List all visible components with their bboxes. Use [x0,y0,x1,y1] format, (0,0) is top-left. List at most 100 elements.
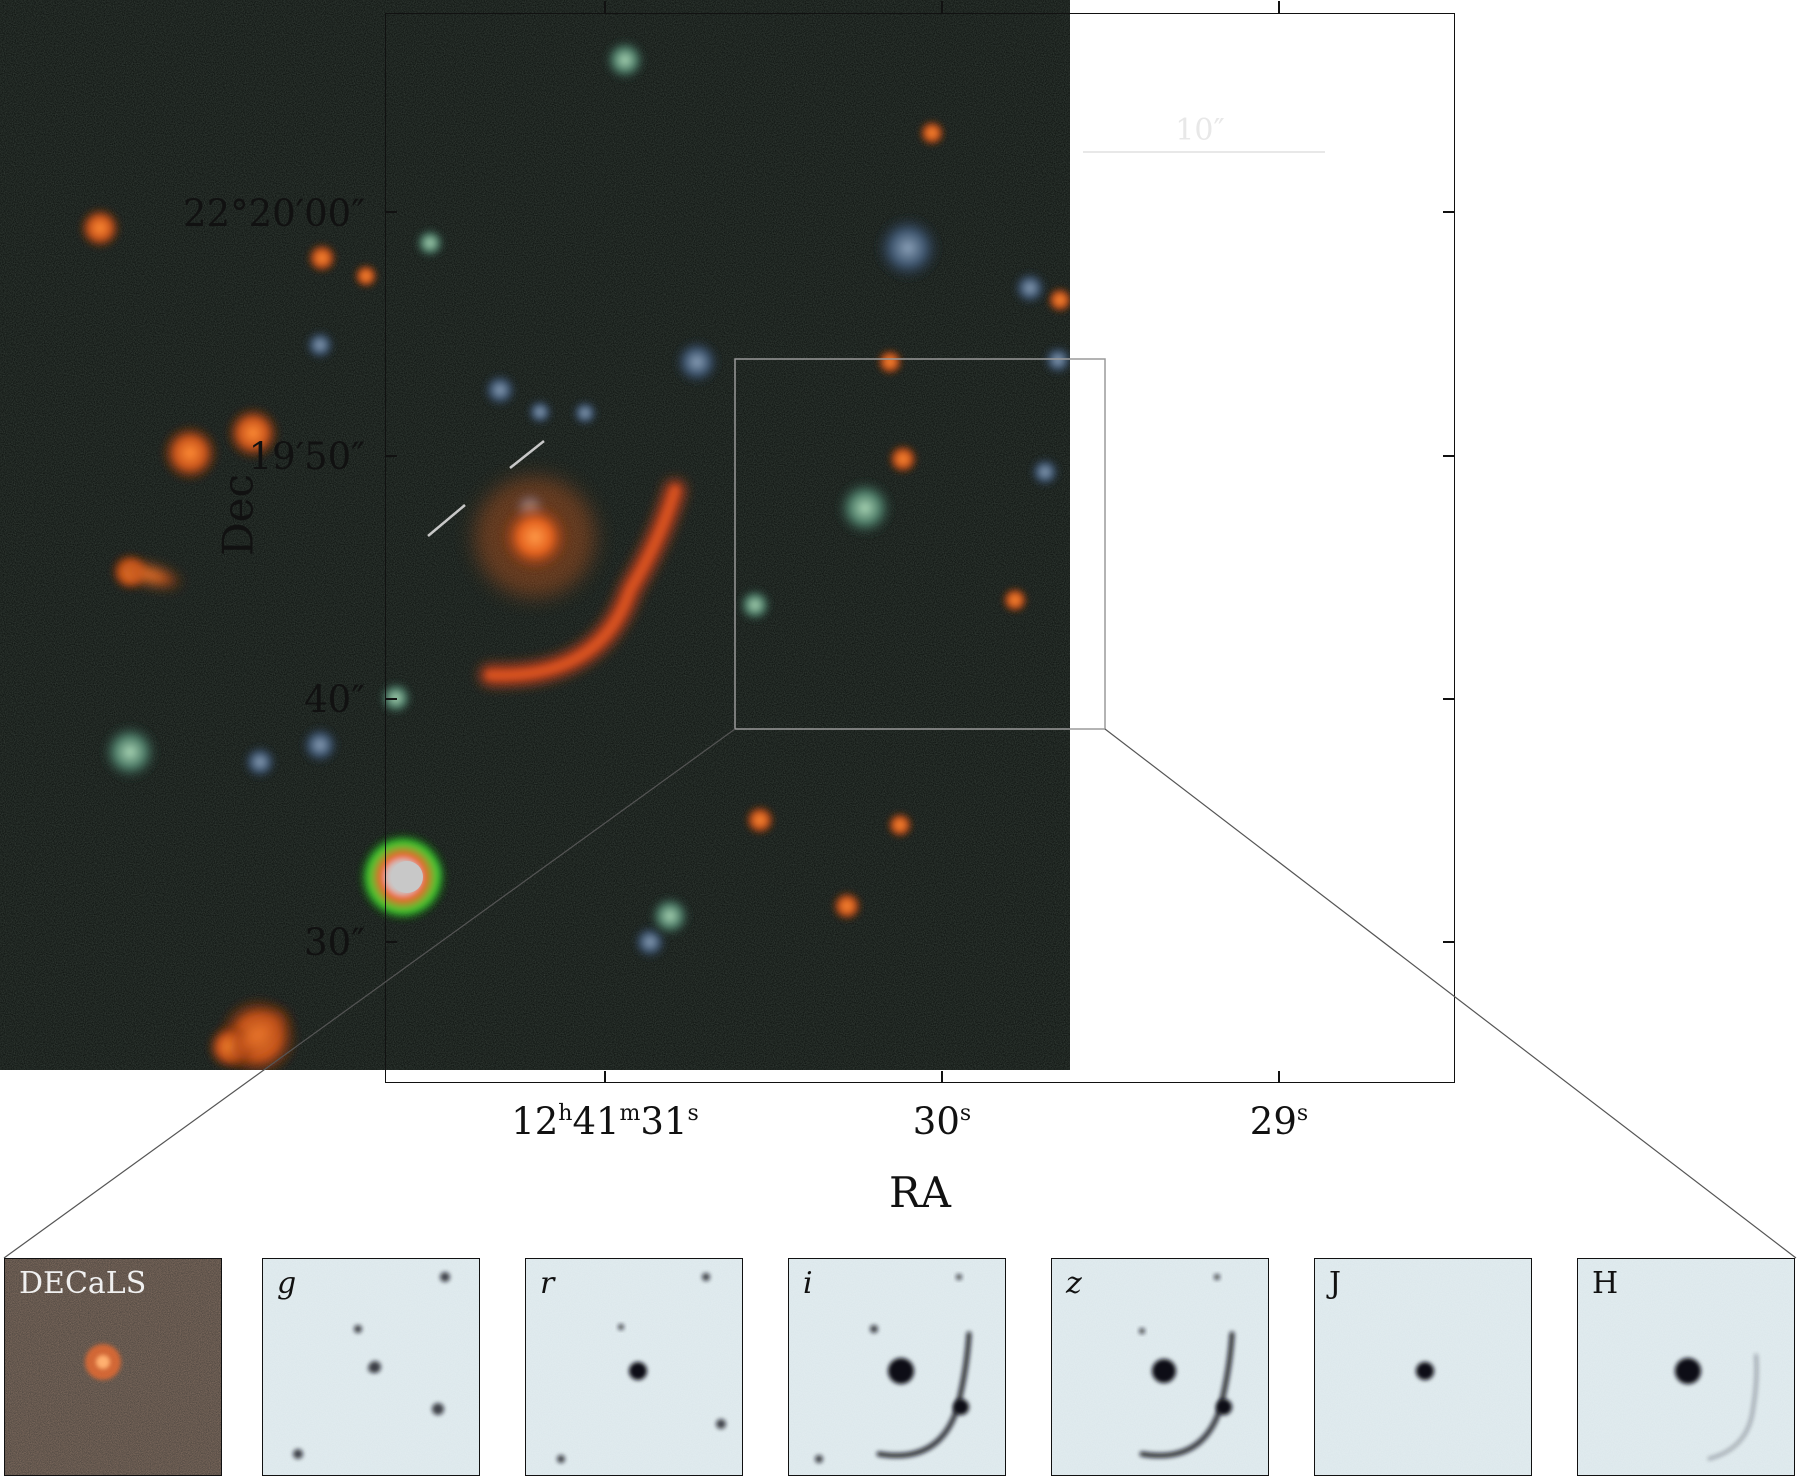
background-source [918,119,946,147]
y-tick-label: 30″ [304,921,365,964]
y-tick-label: 22°20′00″ [183,192,365,235]
background-source [737,587,773,623]
faint-source [815,1455,823,1463]
lens-galaxy [1675,1358,1701,1384]
background-source [225,405,281,461]
background-source [1012,270,1048,306]
faint-source [716,1419,726,1429]
y-tick-mark [1443,698,1455,700]
y-tick-label: 40″ [304,678,365,721]
y-tick-mark [385,455,397,457]
lens-galaxy-core [96,1355,110,1369]
zoom-connector-left [3,728,736,1259]
x-tick-label: 12h41m31s [511,1100,699,1143]
faint-source [354,1325,362,1333]
background-source [874,214,942,282]
y-tick-mark [1443,211,1455,213]
bright-star-core [391,861,423,893]
background-source [526,398,554,426]
background-source [1029,456,1061,488]
panel-label: H [1592,1266,1619,1301]
background-source [115,560,185,590]
cutout-panel-g: g [262,1258,480,1476]
zoom-connector-right [1104,728,1797,1259]
faint-source [293,1449,303,1459]
lens-galaxy [367,1365,375,1373]
cutout-panel-z: z [1051,1258,1269,1476]
background-source [744,804,776,836]
cutout-image [1578,1259,1794,1475]
background-source [887,443,919,475]
y-tick-mark [385,941,397,943]
background-source [224,1006,292,1064]
x-axis-label: RA [889,1168,951,1217]
faint-source [870,1325,878,1333]
cutout-panel-j: J [1314,1258,1532,1476]
cutout-panel-i: i [788,1258,1006,1476]
x-tick-mark [941,1,943,13]
background-source [876,348,904,376]
cutout-panel-r: r [525,1258,743,1476]
cutout-image [789,1259,1005,1475]
marker-tick [427,504,466,537]
lens-galaxy [1152,1359,1176,1383]
scale-bar-label: 10″ [1175,113,1225,148]
cutout-image [1315,1259,1531,1475]
lensed-arc [1707,1353,1759,1461]
background-source [242,744,278,780]
background-source [304,329,336,361]
x-tick-label: 30s [912,1100,972,1143]
background-source [306,242,338,274]
y-tick-label: 19′50″ [248,435,365,478]
scale-bar [1083,151,1325,153]
background-source [78,206,122,250]
x-tick-mark [1278,1071,1280,1083]
x-tick-mark [604,1071,606,1083]
y-tick-mark [1443,941,1455,943]
y-tick-mark [385,211,397,213]
sky-image-render [0,0,1070,1070]
lens-galaxy [1416,1362,1434,1380]
background-source [571,399,599,427]
background-source [886,811,914,839]
faint-source [702,1273,710,1281]
lens-galaxy [629,1362,647,1380]
background-source [1042,344,1070,376]
background-source [160,423,220,483]
faint-source [440,1272,450,1282]
x-tick-mark [941,1071,943,1083]
y-tick-mark [385,698,397,700]
cutout-panel-decals: DECaLS [4,1258,222,1476]
background-source [414,227,446,259]
zoom-box [734,358,1106,730]
x-tick-label: 29s [1249,1100,1309,1143]
cutout-image [526,1259,742,1475]
background-source [648,894,692,938]
lens-galaxy [888,1358,914,1384]
background-source [300,725,340,765]
background-source [831,890,863,922]
background-source [1001,586,1029,614]
y-tick-mark [1443,455,1455,457]
lens-galaxy [499,501,571,573]
faint-source [1214,1274,1220,1280]
background-source [482,372,518,408]
faint-source [432,1403,444,1415]
arc-knot [1216,1399,1232,1415]
panel-label: z [1066,1266,1082,1301]
background-source [673,338,721,386]
panel-label: J [1329,1266,1342,1301]
panel-label: g [277,1266,297,1301]
panel-label: r [540,1266,555,1301]
x-tick-mark [604,1,606,13]
cutout-image [5,1259,221,1475]
background-source [603,38,647,82]
main-sky-image [0,0,1070,1070]
cutout-panel-h: H [1577,1258,1795,1476]
background-source [353,263,379,289]
background-source [835,478,895,538]
cutout-image [263,1259,479,1475]
faint-source [1139,1328,1145,1334]
panel-label: i [803,1266,813,1301]
